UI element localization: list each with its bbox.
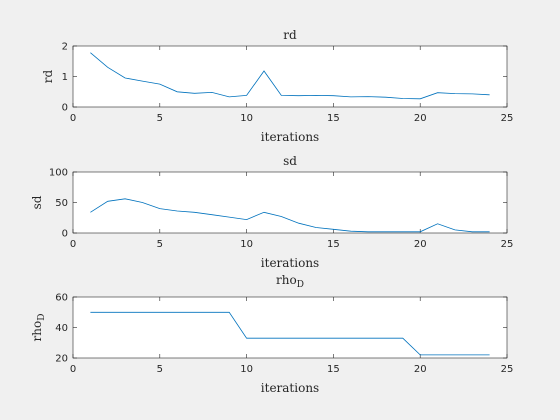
y-ticks: 20 40 60 xyxy=(55,293,507,365)
x-tick-label: 15 xyxy=(327,113,340,124)
plot-title: sd xyxy=(283,154,297,168)
y-axis-label: rhoD xyxy=(30,314,47,342)
x-axis-label: iterations xyxy=(261,381,319,395)
x-ticks: 0 5 10 15 20 25 xyxy=(70,172,514,250)
series-line xyxy=(90,52,490,100)
x-ticks: 0 5 10 15 20 25 xyxy=(70,297,514,375)
subplot-sd: sd sd iterations 0 5 10 15 20 25 0 50 100 xyxy=(30,154,513,270)
x-tick-label: 25 xyxy=(501,113,514,124)
y-tick-label: 50 xyxy=(55,198,68,209)
x-tick-label: 15 xyxy=(327,239,340,250)
x-axis-label: iterations xyxy=(261,256,319,270)
plot-title: rd xyxy=(283,28,297,42)
y-tick-label: 60 xyxy=(55,293,68,304)
y-tick-label: 2 xyxy=(62,42,68,53)
series-line xyxy=(90,311,490,356)
y-tick-label: 100 xyxy=(49,168,68,179)
series-line xyxy=(90,198,490,233)
subplot-rd: rd rd iterations 0 5 10 15 20 25 0 1 2 xyxy=(41,28,513,144)
x-tick-label: 20 xyxy=(414,113,427,124)
x-tick-label: 15 xyxy=(327,364,340,375)
x-tick-label: 5 xyxy=(157,239,163,250)
x-tick-label: 20 xyxy=(414,239,427,250)
subplot-rhod: rhoD rhoD iterations 0 5 10 15 20 25 20 40 60 xyxy=(30,273,513,395)
x-tick-label: 0 xyxy=(70,113,76,124)
x-tick-label: 20 xyxy=(414,364,427,375)
y-axis-label: sd xyxy=(30,195,44,209)
plot-area xyxy=(72,45,508,108)
y-axis-label: rd xyxy=(41,69,55,83)
x-tick-label: 25 xyxy=(501,239,514,250)
y-ticks: 0 1 2 xyxy=(62,42,507,114)
x-tick-label: 10 xyxy=(240,113,253,124)
y-tick-label: 0 xyxy=(62,229,68,240)
series-layer xyxy=(90,198,490,233)
x-tick-label: 5 xyxy=(157,364,163,375)
x-tick-label: 0 xyxy=(70,239,76,250)
plot-area xyxy=(72,171,508,234)
plot-area xyxy=(72,296,508,359)
series-layer xyxy=(90,311,490,356)
y-tick-label: 0 xyxy=(62,103,68,114)
y-tick-label: 1 xyxy=(62,72,68,83)
x-tick-label: 5 xyxy=(157,113,163,124)
x-tick-label: 0 xyxy=(70,364,76,375)
y-tick-label: 20 xyxy=(55,354,68,365)
y-tick-label: 40 xyxy=(55,323,68,334)
x-axis-label: iterations xyxy=(261,130,319,144)
x-ticks: 0 5 10 15 20 25 xyxy=(70,46,514,124)
x-tick-label: 10 xyxy=(240,364,253,375)
x-tick-label: 25 xyxy=(501,364,514,375)
y-ticks: 0 50 100 xyxy=(49,168,507,240)
x-tick-label: 10 xyxy=(240,239,253,250)
plot-title: rhoD xyxy=(276,273,304,290)
series-layer xyxy=(90,52,490,100)
